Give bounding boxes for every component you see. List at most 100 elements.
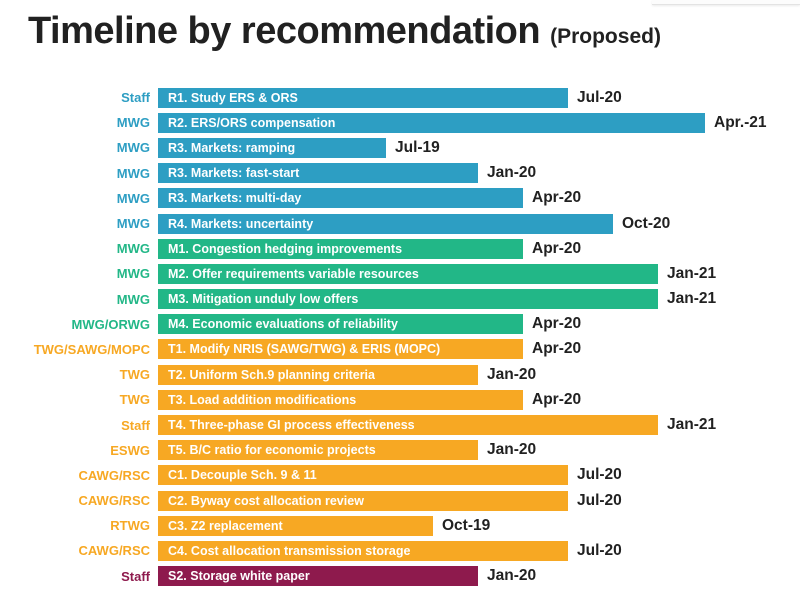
timeline-row: ESWG T5. B/C ratio for economic projects… xyxy=(0,438,800,463)
row-owner-label: RTWG xyxy=(110,518,150,534)
end-date-label: Jan-20 xyxy=(487,164,537,182)
row-owner-label: CAWG/RSC xyxy=(78,467,151,483)
end-date-label: Apr-20 xyxy=(532,315,582,333)
task-label: R2. ERS/ORS compensation xyxy=(168,115,336,130)
task-label: R3. Markets: ramping xyxy=(168,140,296,155)
timeline-row: MWG M3. Mitigation unduly low offers Jan… xyxy=(0,287,800,312)
task-label: C3. Z2 replacement xyxy=(168,518,283,533)
task-label: R4. Markets: uncertainty xyxy=(168,216,314,231)
timeline-row: MWG R2. ERS/ORS compensation Apr.-21 xyxy=(0,110,800,135)
row-owner-label: MWG xyxy=(116,115,150,131)
end-date-label: Jul-20 xyxy=(577,466,622,484)
timeline-row: RTWG C3. Z2 replacement Oct-19 xyxy=(0,513,800,538)
task-bar: C3. Z2 replacement xyxy=(158,515,433,536)
task-label: S2. Storage white paper xyxy=(168,569,310,584)
row-owner-label: MWG xyxy=(116,190,150,206)
task-label: C1. Decouple Sch. 9 & 11 xyxy=(168,468,317,483)
timeline-row: CAWG/RSC C1. Decouple Sch. 9 & 11 Jul-20 xyxy=(0,463,800,488)
task-label: M4. Economic evaluations of reliability xyxy=(168,317,398,332)
task-bar: T1. Modify NRIS (SAWG/TWG) & ERIS (MOPC) xyxy=(158,339,523,360)
row-owner-label: MWG xyxy=(116,266,150,282)
task-label: M1. Congestion hedging improvements xyxy=(168,241,403,256)
task-bar: R3. Markets: ramping xyxy=(158,137,386,158)
timeline-row: MWG R4. Markets: uncertainty Oct-20 xyxy=(0,211,800,236)
task-label: T1. Modify NRIS (SAWG/TWG) & ERIS (MOPC) xyxy=(168,342,441,357)
end-date-label: Jul-20 xyxy=(577,541,622,559)
task-label: R3. Markets: multi-day xyxy=(168,191,302,206)
end-date-label: Jan-21 xyxy=(667,290,717,308)
end-date-label: Jul-19 xyxy=(395,138,440,156)
task-bar: R3. Markets: fast-start xyxy=(158,163,478,184)
timeline-row: Staff T4. Three-phase GI process effecti… xyxy=(0,412,800,437)
task-bar: S2. Storage white paper xyxy=(158,566,478,587)
timeline-row: TWG T3. Load addition modifications Apr-… xyxy=(0,387,800,412)
task-bar: C4. Cost allocation transmission storage xyxy=(158,540,568,561)
end-date-label: Jan-20 xyxy=(487,441,537,459)
end-date-label: Jan-21 xyxy=(667,264,717,282)
task-label: C4. Cost allocation transmission storage xyxy=(168,543,411,558)
slide-title: Timeline by recommendation xyxy=(28,10,541,52)
task-label: T4. Three-phase GI process effectiveness xyxy=(168,418,415,433)
timeline-row: MWG M1. Congestion hedging improvements … xyxy=(0,236,800,261)
timeline-row: MWG M2. Offer requirements variable reso… xyxy=(0,261,800,286)
end-date-label: Apr.-21 xyxy=(714,113,767,131)
task-bar: C1. Decouple Sch. 9 & 11 xyxy=(158,465,568,486)
row-owner-label: MWG xyxy=(116,241,150,257)
task-label: C2. Byway cost allocation review xyxy=(168,493,364,508)
row-owner-label: MWG xyxy=(116,291,150,307)
task-bar: M3. Mitigation unduly low offers xyxy=(158,289,658,310)
end-date-label: Apr-20 xyxy=(532,340,582,358)
task-bar: M4. Economic evaluations of reliability xyxy=(158,314,523,335)
timeline-row: MWG/ORWG M4. Economic evaluations of rel… xyxy=(0,312,800,337)
row-owner-label: MWG xyxy=(116,216,150,232)
row-owner-label: CAWG/RSC xyxy=(78,543,151,559)
task-bar: T2. Uniform Sch.9 planning criteria xyxy=(158,364,478,385)
task-label: R3. Markets: fast-start xyxy=(168,166,300,181)
timeline-row: Staff S2. Storage white paper Jan-20 xyxy=(0,564,800,589)
task-bar: R3. Markets: multi-day xyxy=(158,188,523,209)
timeline-row: MWG R3. Markets: ramping Jul-19 xyxy=(0,135,800,160)
title-block: Timeline by recommendation (Proposed) xyxy=(28,10,661,53)
task-bar: T4. Three-phase GI process effectiveness xyxy=(158,415,658,436)
task-bar: T3. Load addition modifications xyxy=(158,389,523,410)
end-date-label: Jul-20 xyxy=(577,491,622,509)
row-owner-label: MWG xyxy=(116,165,150,181)
row-owner-label: MWG/ORWG xyxy=(71,316,150,332)
row-owner-label: MWG xyxy=(116,140,150,156)
task-bar: R2. ERS/ORS compensation xyxy=(158,112,705,133)
end-date-label: Oct-20 xyxy=(622,214,671,232)
end-date-label: Apr-20 xyxy=(532,390,582,408)
timeline-row: CAWG/RSC C2. Byway cost allocation revie… xyxy=(0,488,800,513)
task-bar: R4. Markets: uncertainty xyxy=(158,213,613,234)
row-owner-label: TWG xyxy=(119,367,150,383)
slide-title-suffix: (Proposed) xyxy=(550,25,661,48)
end-date-label: Jul-20 xyxy=(577,88,622,106)
timeline-row: MWG R3. Markets: fast-start Jan-20 xyxy=(0,161,800,186)
task-bar: R1. Study ERS & ORS xyxy=(158,87,568,108)
row-owner-label: TWG/SAWG/MOPC xyxy=(33,341,150,357)
end-date-label: Jan-21 xyxy=(667,416,717,434)
end-date-label: Jan-20 xyxy=(487,567,537,585)
timeline-row: TWG T2. Uniform Sch.9 planning criteria … xyxy=(0,362,800,387)
row-owner-label: CAWG/RSC xyxy=(78,493,151,509)
timeline-row: MWG R3. Markets: multi-day Apr-20 xyxy=(0,186,800,211)
task-label: M2. Offer requirements variable resource… xyxy=(168,266,419,281)
row-owner-label: ESWG xyxy=(110,442,150,458)
task-bar: T5. B/C ratio for economic projects xyxy=(158,440,478,461)
end-date-label: Apr-20 xyxy=(532,189,582,207)
task-label: T3. Load addition modifications xyxy=(168,392,357,407)
task-label: R1. Study ERS & ORS xyxy=(168,90,298,105)
timeline-row: TWG/SAWG/MOPC T1. Modify NRIS (SAWG/TWG)… xyxy=(0,337,800,362)
timeline-row: CAWG/RSC C4. Cost allocation transmissio… xyxy=(0,538,800,563)
task-bar: M1. Congestion hedging improvements xyxy=(158,238,523,259)
task-label: T5. B/C ratio for economic projects xyxy=(168,443,376,458)
row-owner-label: Staff xyxy=(121,417,150,433)
task-bar: M2. Offer requirements variable resource… xyxy=(158,263,658,284)
task-label: M3. Mitigation unduly low offers xyxy=(168,292,359,307)
end-date-label: Oct-19 xyxy=(442,516,491,534)
row-owner-label: TWG xyxy=(119,392,150,408)
timeline-chart: Staff R1. Study ERS & ORS Jul-20 MWG R2.… xyxy=(0,85,800,589)
task-bar: C2. Byway cost allocation review xyxy=(158,490,568,511)
timeline-row: Staff R1. Study ERS & ORS Jul-20 xyxy=(0,85,800,110)
